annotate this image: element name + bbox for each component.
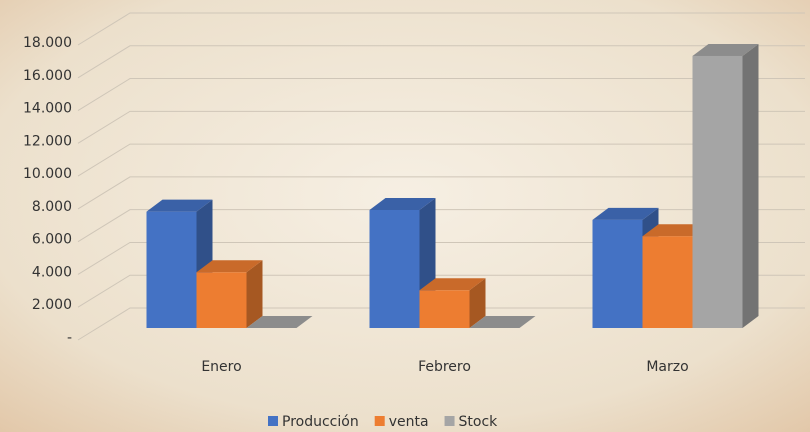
grid-line — [77, 45, 805, 79]
y-tick-label: 2.000 — [32, 297, 72, 313]
grid-line — [77, 110, 805, 144]
grid-line — [77, 307, 805, 341]
bar-top — [419, 278, 486, 291]
bar-top — [246, 316, 313, 328]
x-tick-label: Febrero — [418, 359, 471, 375]
bar-front — [692, 55, 743, 328]
legend-swatch — [268, 416, 278, 426]
bar-front — [146, 211, 197, 328]
legend-label: venta — [389, 414, 429, 430]
x-tick-label: Marzo — [646, 359, 688, 375]
bar-front — [196, 272, 247, 328]
bar — [196, 260, 263, 328]
grid-line — [77, 209, 805, 243]
y-tick-label: 6.000 — [32, 232, 72, 248]
bar-top — [642, 224, 709, 237]
bar — [369, 198, 436, 328]
x-tick-label: Enero — [201, 359, 241, 375]
bar-side — [246, 260, 263, 328]
grid-line — [77, 274, 805, 308]
bar — [246, 316, 313, 328]
y-tick-label: - — [67, 330, 72, 346]
y-tick-label: 14.000 — [23, 101, 72, 117]
bar-top — [146, 199, 213, 212]
bar — [469, 316, 536, 328]
y-tick-label: 12.000 — [23, 133, 72, 149]
bar — [692, 43, 759, 328]
y-tick-label: 8.000 — [32, 199, 72, 215]
bar-top — [369, 198, 436, 210]
bar — [146, 199, 213, 328]
y-tick-label: 18.000 — [23, 35, 72, 51]
bar-top — [692, 43, 759, 56]
y-tick-label: 4.000 — [32, 264, 72, 280]
bar-front — [592, 219, 643, 328]
grid-line — [77, 176, 805, 210]
bar-top — [592, 207, 659, 220]
grid-line — [77, 78, 805, 111]
legend: Producción venta Stock — [268, 414, 498, 430]
bar-front — [419, 290, 470, 328]
bar-front — [642, 236, 693, 328]
legend-swatch — [374, 416, 385, 426]
grid-line — [77, 12, 805, 46]
bar-side — [742, 43, 759, 328]
bar-side — [469, 278, 486, 328]
legend-label: Stock — [459, 414, 499, 430]
bar-top — [469, 316, 536, 328]
legend-swatch — [444, 416, 455, 426]
grid-line — [77, 241, 805, 275]
bar-top — [196, 260, 263, 273]
y-tick-label: 16.000 — [23, 68, 72, 84]
y-tick-label: 10.000 — [23, 166, 72, 182]
bar-front — [369, 210, 420, 328]
legend-label: Producción — [282, 414, 359, 430]
grid-line — [77, 143, 805, 177]
bar — [419, 278, 486, 328]
